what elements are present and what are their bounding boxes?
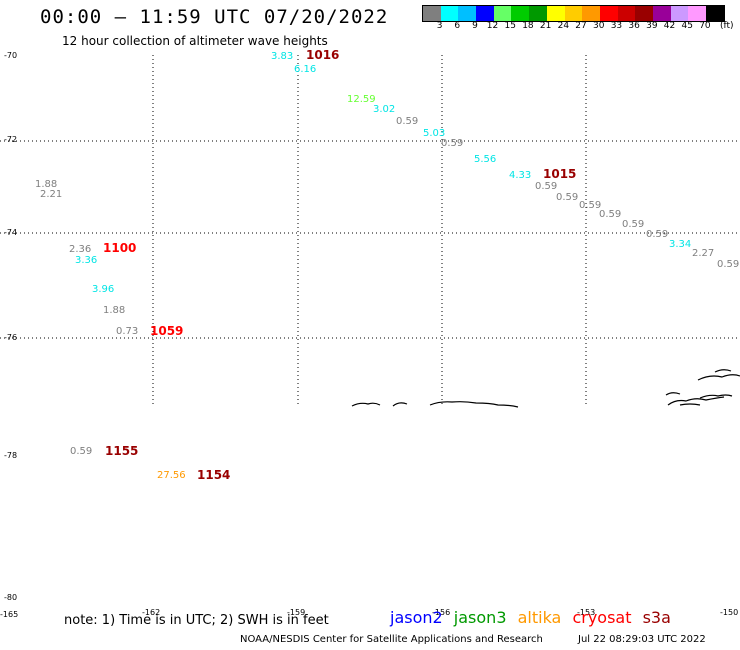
credit-line: NOAA/NESDIS Center for Satellite Applica…: [240, 634, 543, 645]
wave-height-label: 0.73: [116, 326, 139, 337]
latitude-label: -76: [4, 333, 18, 342]
latitude-label: -78: [4, 451, 18, 460]
color-scale-legend: [422, 5, 725, 22]
legend-swatch: [617, 6, 636, 21]
wave-height-label: 0.59: [622, 219, 645, 230]
pass-time-label: 1059: [150, 324, 184, 338]
longitude-label: -156: [432, 608, 451, 617]
map-subtitle: 12 hour collection of altimeter wave hei…: [62, 34, 328, 48]
mission-label: altika: [517, 608, 562, 627]
wave-height-label: 0.59: [396, 116, 419, 127]
wave-height-label: 2.21: [40, 189, 63, 200]
legend-tick: 9: [472, 21, 478, 31]
latitude-label: -70: [4, 51, 18, 60]
wave-height-label: 3.96: [92, 284, 115, 295]
legend-tick: 18: [522, 21, 534, 31]
mission-label: s3a: [642, 608, 671, 627]
latitude-label: -74: [4, 228, 18, 237]
longitude-label: -150: [720, 608, 739, 617]
coastline-shape: [665, 369, 740, 406]
legend-swatch: [493, 6, 512, 21]
wave-height-label: 5.56: [474, 154, 497, 165]
legend-tick: 45: [681, 21, 693, 31]
wave-height-label: 4.33: [509, 170, 532, 181]
mission-label: cryosat: [572, 608, 632, 627]
wave-height-label: 0.59: [579, 200, 602, 211]
legend-tick: 3: [436, 21, 443, 31]
coastline-shape: [351, 401, 519, 408]
legend-swatch: [652, 6, 671, 21]
longitude-label: -165: [0, 610, 19, 619]
pass-time-label: 1154: [197, 468, 231, 482]
mission-label: jason2: [390, 608, 443, 627]
legend-tick: 42: [663, 21, 676, 31]
wave-height-label: 0.59: [599, 209, 622, 220]
legend-swatch: [706, 6, 724, 21]
legend-tick: 24: [557, 21, 570, 31]
legend-unit: (ft): [720, 21, 734, 31]
legend-swatch: [546, 6, 565, 21]
legend-tick: 12: [486, 21, 499, 31]
legend-swatch: [599, 6, 618, 21]
mission-label: jason3: [453, 608, 507, 627]
wave-height-label: 27.56: [157, 470, 186, 481]
legend-swatch: [476, 6, 494, 21]
longitude-label: -162: [142, 608, 161, 617]
legend-tick: 27: [575, 21, 587, 31]
legend-swatch: [529, 6, 547, 21]
graticule: [0, 55, 740, 405]
pass-time-label: 1016: [306, 48, 340, 62]
legend-tick: 70: [699, 21, 711, 31]
legend-tick: 30: [593, 21, 605, 31]
wave-height-label: 3.02: [373, 104, 396, 115]
wave-height-label: 5.03: [423, 128, 446, 139]
wave-height-label: 12.59: [347, 94, 376, 105]
wave-height-label: 3.36: [75, 255, 98, 266]
legend-swatch: [635, 6, 653, 21]
wave-height-label: 6.16: [294, 64, 317, 75]
pass-time-label: 1100: [103, 241, 137, 255]
wave-height-label: 0.59: [441, 138, 464, 149]
wave-height-label: 3.83: [271, 51, 294, 62]
legend-tick: 6: [454, 21, 461, 31]
latitude-label: -80: [4, 593, 18, 602]
legend-tick: 39: [646, 21, 658, 31]
generated-timestamp: Jul 22 08:29:03 UTC 2022: [578, 634, 706, 645]
wave-height-label: 0.59: [646, 229, 669, 240]
map-title: 00:00 – 11:59 UTC 07/20/2022: [40, 6, 389, 28]
wave-height-label: 0.59: [556, 192, 579, 203]
mission-legend: jason2 jason3 altika cryosat s3a: [390, 608, 677, 627]
longitude-label: -153: [577, 608, 596, 617]
legend-tick: 15: [504, 21, 516, 31]
wave-height-label: 1.88: [35, 179, 58, 190]
wave-height-label: 2.36: [69, 244, 92, 255]
legend-swatch: [440, 6, 459, 21]
legend-swatch: [670, 6, 689, 21]
wave-height-label: 3.34: [669, 239, 692, 250]
legend-swatch: [511, 6, 530, 21]
longitude-label: -159: [287, 608, 306, 617]
legend-swatch: [458, 6, 477, 21]
legend-swatch: [582, 6, 600, 21]
pass-time-label: 1015: [543, 167, 577, 181]
wave-height-label: 0.59: [535, 181, 558, 192]
wave-height-label: 1.88: [103, 305, 126, 316]
pass-time-label: 1155: [105, 444, 139, 458]
coastline: [351, 369, 740, 408]
wave-height-label: 0.59: [717, 259, 740, 270]
latitude-label: -72: [4, 135, 18, 144]
legend-tick: 33: [610, 21, 623, 31]
legend-swatch: [564, 6, 583, 21]
wave-height-label: 2.27: [692, 248, 715, 259]
footnote: note: 1) Time is in UTC; 2) SWH is in fe…: [64, 613, 329, 628]
legend-tick: 21: [539, 21, 552, 31]
legend-swatch: [688, 6, 706, 21]
legend-swatch: [423, 6, 441, 21]
legend-tick: 36: [628, 21, 640, 31]
wave-height-label: 0.59: [70, 446, 93, 457]
